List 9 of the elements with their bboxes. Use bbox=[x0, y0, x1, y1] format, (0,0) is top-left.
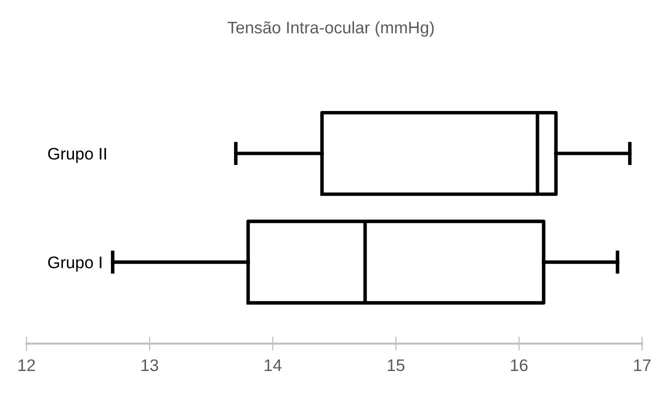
x-tick-label: 13 bbox=[142, 359, 158, 372]
y-tick-label: Grupo II bbox=[48, 148, 106, 163]
x-tick-label: 15 bbox=[388, 360, 404, 372]
x-tick-label: 16 bbox=[511, 359, 528, 372]
chart-title: Tensão Intra-ocular (mmHg) bbox=[228, 21, 434, 37]
y-tick-label: Grupo I bbox=[48, 256, 102, 272]
x-tick-label: 14 bbox=[264, 360, 282, 371]
x-tick-label: 17 bbox=[634, 360, 651, 371]
x-tick-label: 12 bbox=[18, 359, 35, 371]
